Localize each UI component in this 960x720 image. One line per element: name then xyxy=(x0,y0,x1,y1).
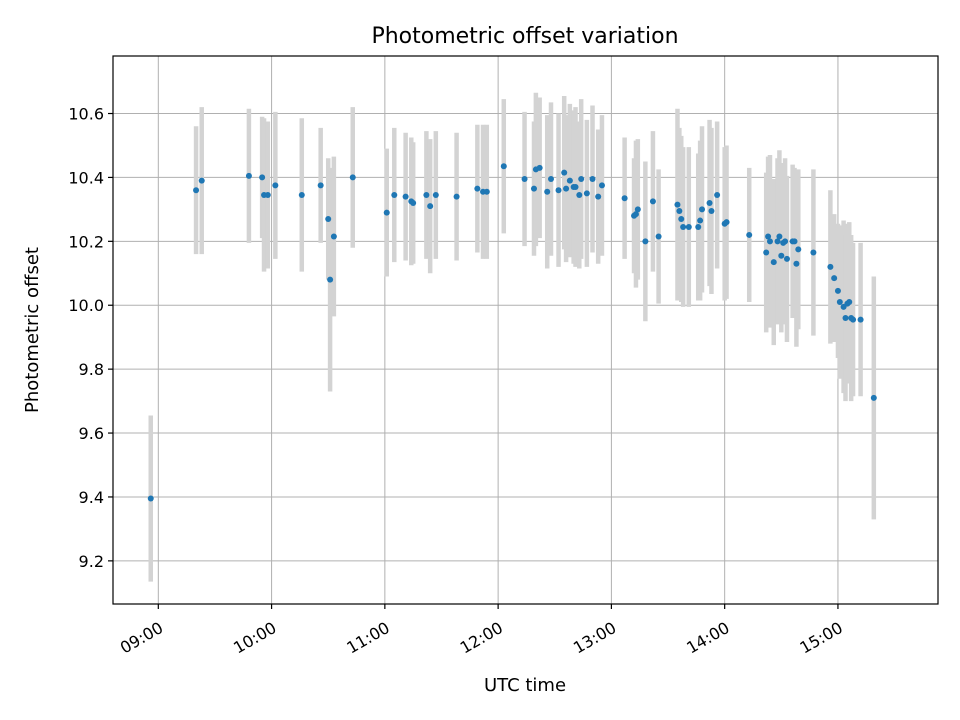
data-point xyxy=(723,219,730,226)
data-point xyxy=(870,394,877,401)
data-point xyxy=(776,233,783,240)
data-point xyxy=(572,184,579,191)
data-point xyxy=(810,249,817,256)
data-point xyxy=(827,263,834,270)
data-point xyxy=(272,182,279,189)
data-point xyxy=(521,176,528,183)
data-point xyxy=(576,191,583,198)
data-point xyxy=(325,215,332,222)
data-point xyxy=(578,176,585,183)
data-point xyxy=(298,191,305,198)
data-point xyxy=(678,215,685,222)
data-point xyxy=(774,238,781,245)
data-point xyxy=(699,206,706,213)
data-point xyxy=(544,188,551,195)
data-point xyxy=(763,249,770,256)
data-point xyxy=(834,287,841,294)
data-point xyxy=(765,233,772,240)
y-tick-label: 9.2 xyxy=(79,552,104,571)
data-point xyxy=(685,223,692,230)
data-point xyxy=(432,191,439,198)
data-point xyxy=(857,316,864,323)
data-point xyxy=(598,182,605,189)
data-point xyxy=(782,238,789,245)
data-point xyxy=(770,259,777,266)
data-point xyxy=(547,176,554,183)
chart-title: Photometric offset variation xyxy=(371,24,678,49)
data-point xyxy=(642,238,649,245)
data-point xyxy=(500,163,507,170)
data-point xyxy=(655,233,662,240)
y-tick-label: 9.8 xyxy=(79,360,104,379)
data-point xyxy=(632,211,639,218)
data-point xyxy=(674,201,681,208)
data-point xyxy=(561,169,568,176)
data-points xyxy=(147,163,877,502)
data-point xyxy=(795,246,802,253)
data-point xyxy=(317,182,324,189)
data-point xyxy=(474,185,481,192)
y-tick-label: 10.2 xyxy=(68,232,104,251)
data-point xyxy=(793,260,800,267)
data-point xyxy=(391,191,398,198)
y-tick-label: 10.6 xyxy=(68,105,104,124)
data-point xyxy=(483,188,490,195)
data-point xyxy=(410,199,417,206)
data-point xyxy=(555,187,562,194)
data-point xyxy=(349,174,356,181)
data-point xyxy=(621,195,628,202)
data-point xyxy=(791,238,798,245)
y-tick-label: 9.4 xyxy=(79,488,104,507)
data-point xyxy=(708,207,715,214)
data-point xyxy=(589,176,596,183)
data-point xyxy=(563,185,570,192)
data-point xyxy=(846,299,853,306)
data-point xyxy=(714,191,721,198)
data-point xyxy=(831,275,838,282)
data-point xyxy=(193,187,200,194)
data-point xyxy=(676,207,683,214)
data-point xyxy=(850,316,857,323)
data-point xyxy=(746,231,753,238)
data-point xyxy=(695,223,702,230)
data-point xyxy=(783,255,790,262)
data-point xyxy=(766,238,773,245)
data-point xyxy=(842,315,849,322)
data-point xyxy=(595,193,602,200)
data-point xyxy=(706,199,713,206)
data-point xyxy=(264,191,271,198)
y-axis-ticks: 9.2 9.4 9.6 9.8 10.0 10.2 10.4 10.6 xyxy=(68,105,113,571)
data-point xyxy=(427,203,434,210)
y-axis-label: Photometric offset xyxy=(22,247,43,413)
data-point xyxy=(198,177,205,184)
data-point xyxy=(583,190,590,197)
y-tick-label: 10.0 xyxy=(68,296,104,315)
x-axis-label: UTC time xyxy=(484,675,566,696)
data-point xyxy=(383,209,390,216)
data-point xyxy=(245,172,252,179)
data-point xyxy=(423,191,430,198)
plot-frame xyxy=(112,55,939,605)
data-point xyxy=(147,495,154,502)
data-point xyxy=(453,193,460,200)
data-point xyxy=(649,198,656,205)
data-point xyxy=(566,177,573,184)
data-point xyxy=(259,174,266,181)
y-tick-label: 10.4 xyxy=(68,168,104,187)
data-point xyxy=(402,193,409,200)
data-point xyxy=(697,217,704,224)
data-point xyxy=(680,223,687,230)
data-point xyxy=(836,299,843,306)
y-tick-label: 9.6 xyxy=(79,424,104,443)
data-point xyxy=(634,206,641,213)
data-point xyxy=(330,233,337,240)
data-point xyxy=(536,164,543,171)
data-point xyxy=(530,185,537,192)
data-point xyxy=(778,252,785,259)
data-point xyxy=(327,276,334,283)
